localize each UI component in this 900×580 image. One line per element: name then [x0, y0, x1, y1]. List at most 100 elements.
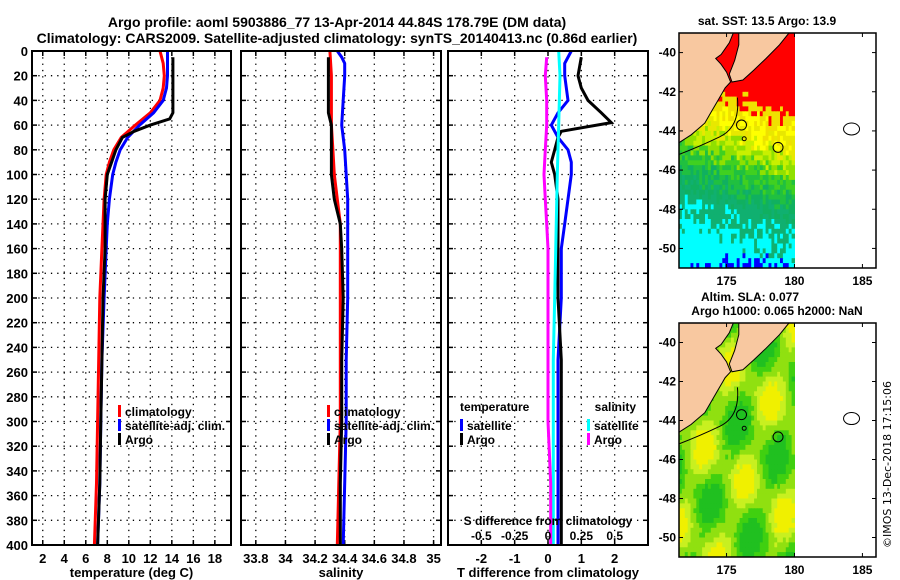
- map-cell: [771, 184, 775, 191]
- map-cell: [716, 396, 720, 402]
- map-cell: [777, 503, 781, 509]
- map-cell: [774, 96, 778, 102]
- map-cell: [687, 233, 692, 240]
- map-cell: [765, 67, 769, 73]
- map-cell: [774, 440, 778, 446]
- map-cell: [742, 130, 746, 137]
- map-cell: [731, 238, 735, 244]
- map-cell: [788, 342, 793, 348]
- map-cell: [745, 238, 749, 244]
- map-cell: [782, 547, 787, 553]
- map-cell: [681, 537, 686, 543]
- map-cell: [757, 145, 761, 151]
- map-cell: [785, 214, 790, 220]
- argo-position-marker: [772, 431, 784, 443]
- map-cell: [702, 243, 706, 249]
- map-cell: [765, 527, 769, 534]
- map-cell: [681, 248, 686, 254]
- map-cell: [742, 214, 746, 220]
- map-cell: [771, 493, 775, 499]
- map-cell: [687, 537, 692, 543]
- map-cell: [751, 532, 755, 538]
- map-cell: [696, 204, 700, 210]
- map-cell: [791, 527, 795, 534]
- map-cell: [716, 449, 720, 456]
- map-cell: [728, 116, 732, 122]
- map-cell: [771, 444, 775, 451]
- y-tick-label: 80: [14, 143, 28, 158]
- map-cell: [690, 449, 694, 456]
- map-cell: [771, 401, 775, 407]
- map-cell: [681, 189, 686, 196]
- map-cell: [745, 386, 749, 392]
- map-cell: [768, 527, 772, 534]
- map-cell: [788, 464, 793, 470]
- map-cell: [693, 219, 697, 225]
- map-cell: [774, 62, 778, 68]
- map-cell: [782, 479, 787, 485]
- map-cell: [745, 547, 749, 553]
- series-line-temperature-satellite: [549, 50, 573, 545]
- map-cell: [762, 228, 767, 235]
- map-cell: [731, 425, 735, 431]
- map-cell: [705, 194, 709, 200]
- map-cell: [782, 82, 787, 88]
- map-cell: [765, 352, 769, 358]
- map-cell: [728, 376, 732, 382]
- map-cell: [693, 552, 697, 558]
- map-cell: [705, 449, 709, 456]
- map-cell: [722, 263, 726, 269]
- map-cell: [733, 381, 738, 387]
- map-cell: [762, 532, 767, 538]
- map-cell: [705, 199, 709, 205]
- map-cell: [725, 347, 729, 353]
- map-cell: [705, 263, 709, 269]
- map-cell: [751, 518, 755, 524]
- map-cell: [791, 415, 795, 421]
- map-cell: [699, 430, 703, 436]
- map-cell: [736, 160, 741, 166]
- map-cell: [785, 106, 790, 112]
- map-cell: [690, 233, 694, 240]
- map-cell: [705, 233, 709, 240]
- series-line-salinity-satellite: [551, 50, 562, 545]
- map-cell: [788, 33, 793, 39]
- map-cell: [710, 175, 715, 181]
- map-cell: [693, 488, 697, 495]
- map-cell: [687, 527, 692, 534]
- map-cell: [780, 459, 784, 465]
- map-cell: [725, 542, 729, 548]
- map-cell: [731, 430, 735, 436]
- map-cell: [725, 116, 729, 122]
- map-cell: [762, 194, 767, 200]
- map-cell: [782, 243, 787, 249]
- map-cell: [693, 464, 697, 470]
- map-cell: [782, 72, 787, 78]
- map-cell: [716, 140, 720, 147]
- map-cell: [679, 518, 683, 524]
- map-cell: [785, 228, 790, 235]
- map-cell: [728, 401, 732, 407]
- map-cell: [751, 366, 755, 373]
- map-cell: [762, 430, 767, 436]
- map-cell: [679, 199, 683, 205]
- map-cell: [722, 253, 726, 259]
- map-cell: [754, 214, 758, 220]
- map-cell: [774, 459, 778, 465]
- map-cell: [731, 503, 735, 509]
- map-cell: [702, 175, 706, 181]
- map-cell: [681, 488, 686, 495]
- map-cell: [782, 228, 787, 235]
- map-cell: [751, 474, 755, 480]
- map-cell: [768, 72, 772, 78]
- map-cell: [785, 332, 790, 339]
- map-cell: [774, 106, 778, 112]
- map-cell: [731, 332, 735, 339]
- map-cell: [687, 135, 692, 142]
- map-cell: [687, 425, 692, 431]
- map-cell: [693, 258, 697, 264]
- map-cell: [690, 518, 694, 524]
- map-cell: [754, 253, 758, 259]
- map-cell: [702, 435, 706, 441]
- map-cell: [731, 396, 735, 402]
